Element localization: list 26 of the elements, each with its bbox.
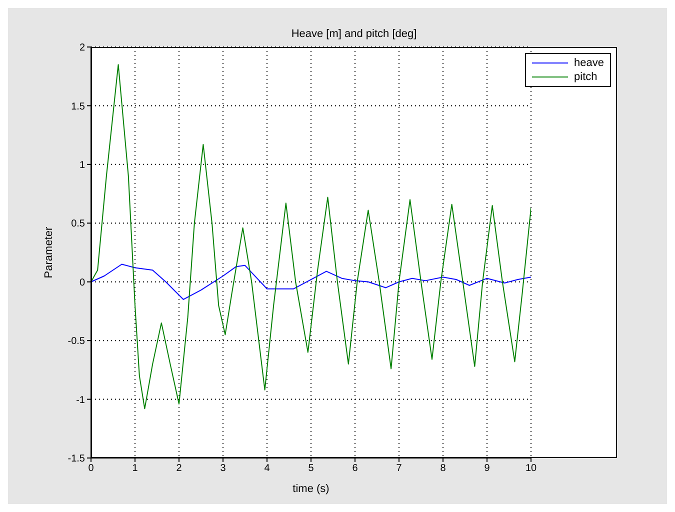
y-tick-label: 1	[79, 160, 86, 171]
x-tick-label: 3	[220, 463, 226, 474]
line-series	[91, 64, 532, 410]
x-tick-label: 10	[525, 463, 538, 474]
y-axis-title: Parameter	[42, 226, 55, 278]
y-tick-label: 2	[79, 42, 86, 54]
y-tick-label: -1	[76, 394, 86, 406]
y-tick-label: 1.5	[71, 101, 86, 112]
x-axis-title: time (s)	[292, 483, 330, 495]
x-tick-label: 6	[352, 463, 358, 474]
legend-label: pitch	[574, 70, 598, 84]
x-tick-label: 2	[176, 463, 182, 474]
x-tick-label: 5	[308, 463, 314, 474]
x-tick-label: 0	[88, 463, 94, 474]
legend-label: heave	[574, 56, 604, 70]
y-tick-label: 0	[79, 277, 86, 288]
y-tick-label: 0.5	[71, 218, 86, 230]
x-tick-label: 8	[440, 463, 446, 474]
x-tick-label: 1	[132, 463, 138, 474]
line-series	[91, 264, 532, 300]
x-tick-label: 4	[264, 463, 270, 474]
y-tick-label: -0.5	[68, 336, 86, 348]
x-tick-label: 7	[396, 463, 402, 474]
y-tick-label: -1.5	[68, 454, 86, 465]
x-tick-label: 9	[484, 463, 490, 474]
chart-title: Heave [m] and pitch [deg]	[290, 28, 418, 40]
